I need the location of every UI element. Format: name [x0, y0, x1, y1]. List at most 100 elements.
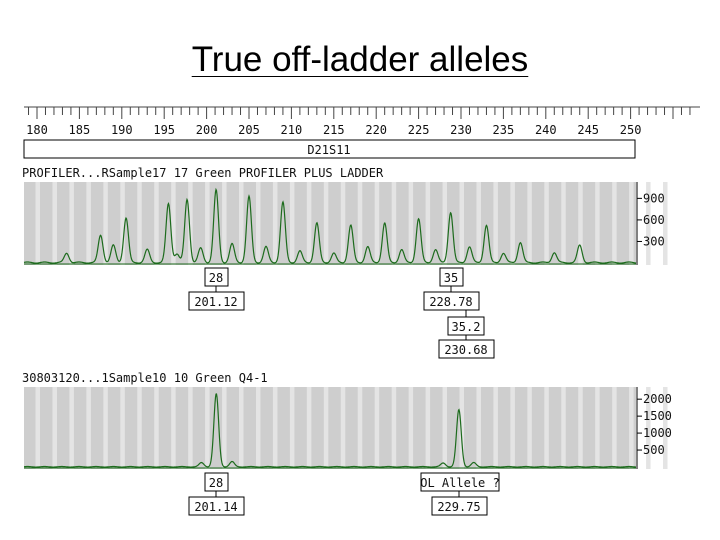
- bin-stripe: [425, 182, 431, 265]
- bin-stripe: [374, 387, 380, 469]
- bin-stripe: [120, 182, 125, 265]
- bin-stripe: [35, 387, 40, 469]
- bin-stripe: [357, 387, 363, 469]
- x-axis: 180 185 190 195 200 205 210 215 220 225 230 235 240 2…: [26, 107, 691, 137]
- bin-stripe: [663, 387, 668, 469]
- x-tick-label: 190: [111, 123, 133, 137]
- allele-call: OL Allele ?: [420, 476, 499, 490]
- allele-size: 230.68: [444, 343, 487, 357]
- bin-stripe: [459, 387, 464, 469]
- bin-stripe: [69, 387, 74, 469]
- y-tick-label: 300: [643, 234, 665, 248]
- bin-stripe: [442, 182, 448, 265]
- bin-stripe: [544, 387, 549, 469]
- slide-title: True off-ladder alleles: [191, 40, 529, 79]
- bin-stripe: [578, 182, 583, 265]
- bin-stripe: [595, 387, 600, 469]
- bin-stripe: [137, 182, 142, 265]
- bin-stripe: [629, 182, 634, 265]
- bin-stripe: [646, 387, 651, 469]
- locus-bar: [23, 139, 636, 159]
- allele-call: 35: [444, 271, 458, 285]
- bin-stripe: [527, 182, 532, 265]
- x-tick-label: 180: [26, 123, 48, 137]
- panel-2-plot: 2000 1500 1000 500: [24, 387, 672, 469]
- y-tick-label: 900: [643, 191, 665, 205]
- bin-stripe: [493, 182, 498, 265]
- bin-stripe: [120, 387, 125, 469]
- x-tick-label: 220: [365, 123, 387, 137]
- bin-stripe: [476, 387, 481, 469]
- allele-call: 35.2: [452, 320, 481, 334]
- bin-stripe: [255, 182, 261, 265]
- bin-stripe: [561, 387, 566, 469]
- bin-stripe: [425, 387, 431, 469]
- allele-label-28-panel1: 28 201.12: [188, 267, 245, 311]
- bin-stripe: [222, 182, 227, 265]
- bin-stripe: [629, 387, 634, 469]
- allele-label-35-2-panel1: 35.2 230.68: [438, 310, 495, 359]
- bin-stripe: [323, 182, 329, 265]
- allele-label-28-panel2: 28 201.14: [188, 472, 245, 516]
- bin-stripe: [188, 387, 193, 469]
- bin-stripe: [510, 182, 515, 265]
- plot-background: [24, 182, 636, 265]
- bin-stripe: [408, 387, 414, 469]
- x-tick-label: 250: [620, 123, 642, 137]
- y-tick-label: 2000: [643, 392, 672, 406]
- x-tick-label: 225: [408, 123, 430, 137]
- panel-1-plot: 900 600 300: [23, 182, 668, 265]
- x-tick-label: 215: [323, 123, 345, 137]
- allele-size: 201.14: [194, 500, 237, 514]
- x-tick-label: 200: [196, 123, 218, 137]
- panel-1-name: PROFILER...RSample17 17 Green PROFILER P…: [22, 166, 384, 180]
- bin-stripe: [205, 182, 210, 265]
- x-tick-label: 210: [281, 123, 303, 137]
- bin-stripe: [561, 182, 566, 265]
- allele-call: 28: [209, 271, 223, 285]
- y-tick-label: 600: [643, 213, 665, 227]
- bin-stripe: [459, 182, 464, 265]
- bin-stripe: [595, 182, 600, 265]
- allele-size: 201.12: [194, 295, 237, 309]
- panel-2-name: 30803120...1Sample10 10 Green Q4-1: [22, 371, 268, 385]
- signal-trace: [24, 393, 636, 468]
- bin-stripe: [154, 182, 159, 265]
- bin-stripe: [52, 387, 57, 469]
- bin-stripe: [323, 387, 329, 469]
- bin-stripe: [612, 387, 617, 469]
- bin-stripe: [239, 387, 244, 469]
- bin-stripe: [289, 387, 295, 469]
- bin-stripe: [86, 387, 91, 469]
- bin-stripe: [255, 387, 261, 469]
- y-tick-label: 1500: [643, 409, 672, 423]
- bin-stripe: [272, 182, 278, 265]
- y-tick-label: 1000: [643, 426, 672, 440]
- bin-stripe: [612, 182, 617, 265]
- bin-stripe: [306, 387, 312, 469]
- x-tick-label: 205: [238, 123, 260, 137]
- bin-stripe: [137, 387, 142, 469]
- x-tick-label: 245: [577, 123, 599, 137]
- bin-stripe: [154, 387, 159, 469]
- bin-stripe: [289, 182, 295, 265]
- allele-call: 28: [209, 476, 223, 490]
- y-tick-label: 500: [643, 443, 665, 457]
- bin-stripe: [476, 182, 481, 265]
- allele-label-ol-panel2: OL Allele ? 229.75: [420, 472, 500, 516]
- bin-stripe: [544, 182, 549, 265]
- bin-stripe: [374, 182, 380, 265]
- bin-stripe: [272, 387, 278, 469]
- locus-label: D21S11: [307, 143, 350, 157]
- bin-stripe: [340, 182, 346, 265]
- bin-stripe: [408, 182, 414, 265]
- plot-background: [24, 387, 636, 469]
- bin-stripe: [86, 182, 91, 265]
- bin-stripe: [171, 387, 176, 469]
- bin-stripe: [103, 182, 108, 265]
- bin-stripe: [306, 182, 312, 265]
- bin-stripe: [578, 387, 583, 469]
- bin-stripe: [239, 182, 244, 265]
- bin-stripe: [222, 387, 227, 469]
- bin-stripe: [52, 182, 57, 265]
